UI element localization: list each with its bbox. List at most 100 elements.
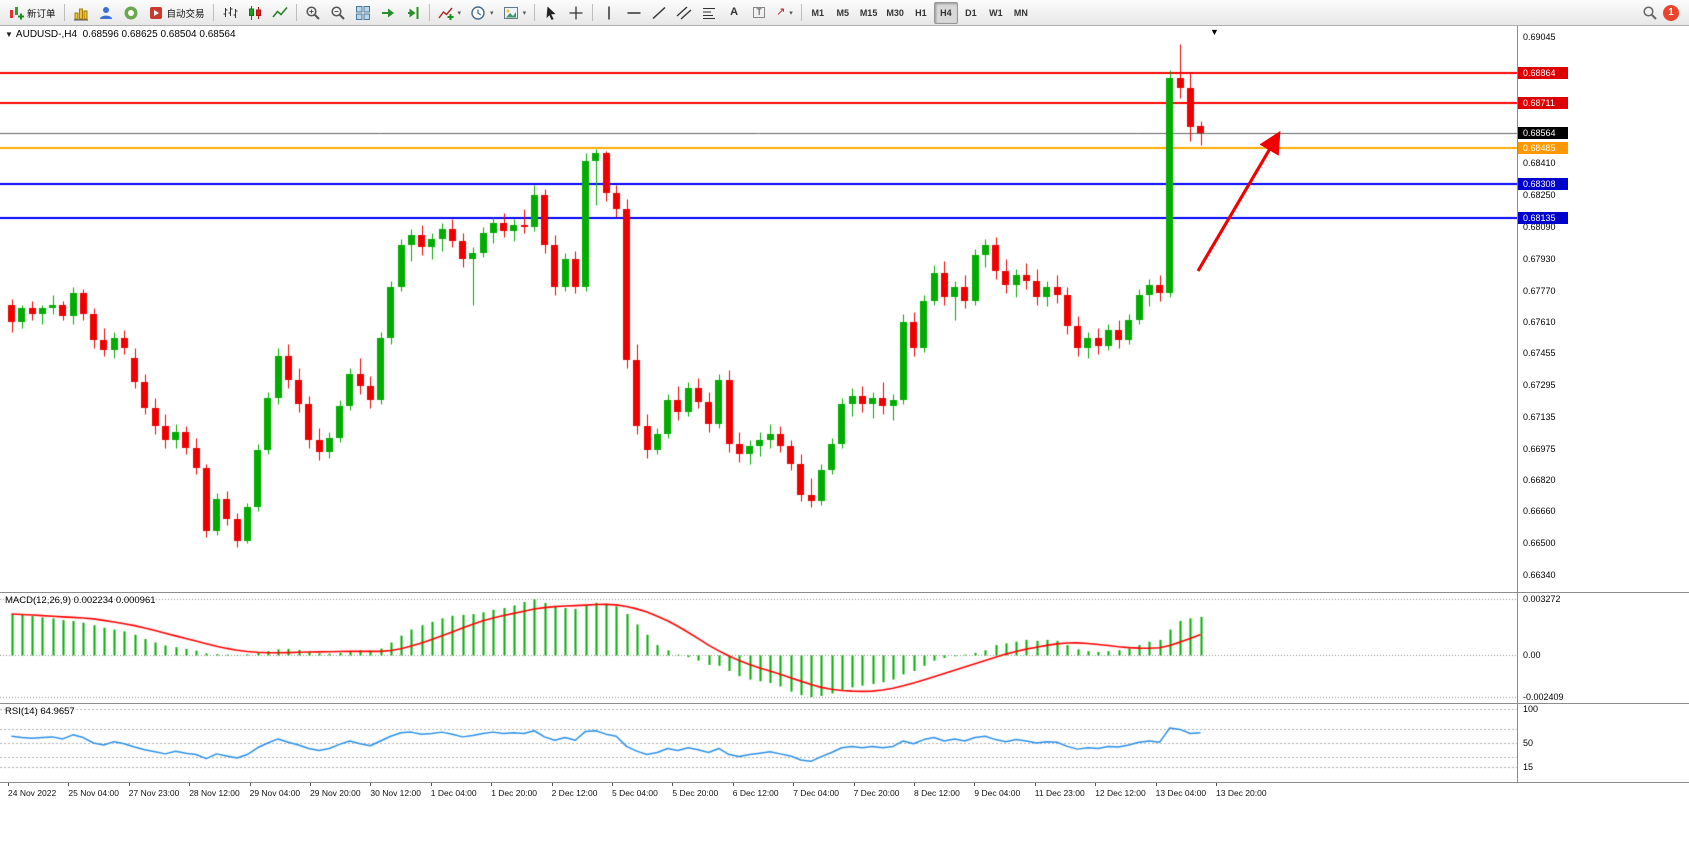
main-toolbar: 新订单 自动交易 (0, 0, 1689, 26)
periods-button[interactable]: ▾ (466, 2, 498, 24)
tile-windows-button[interactable] (351, 2, 375, 24)
time-axis-border (0, 782, 1689, 783)
price-axis-border (1517, 26, 1518, 783)
horizontal-line-icon (627, 11, 641, 14)
community-icon (124, 6, 138, 19)
price-tick: 0.68410 (1523, 158, 1556, 169)
chart-window: ▼ AUDUSD-,H4 0.68596 0.68625 0.68504 0.68… (0, 26, 1689, 864)
timeframe-m15-button[interactable]: M15 (856, 2, 882, 24)
panel-divider[interactable] (0, 703, 1689, 704)
profile-icon (99, 6, 112, 19)
zoom-out-icon (330, 5, 345, 20)
community-button[interactable] (119, 2, 143, 24)
price-tick: 0.66340 (1523, 570, 1556, 580)
price-tick: 0.67930 (1523, 253, 1556, 264)
time-label: 7 Dec 20:00 (853, 788, 900, 798)
text-label-button[interactable]: T (747, 2, 771, 24)
line-chart-button[interactable] (268, 2, 292, 24)
time-tick (793, 783, 795, 786)
time-tick (1034, 783, 1036, 786)
timeframe-h4-button[interactable]: H4 (933, 1, 958, 24)
trendline-button[interactable] (647, 2, 671, 24)
macd-tick: 0.003272 (1523, 594, 1561, 604)
horizontal-line-button[interactable] (622, 2, 646, 24)
templates-button[interactable]: ▾ (499, 2, 531, 24)
cursor-button[interactable] (539, 2, 563, 24)
price-tick: 0.67610 (1523, 317, 1556, 328)
timeframe-w1-button[interactable]: W1 (984, 2, 1008, 24)
toolbar-separator (295, 4, 297, 21)
bars-icon (223, 6, 238, 18)
toolbar-separator (800, 4, 802, 21)
text-button[interactable]: A (722, 2, 746, 24)
search-button[interactable] (1638, 2, 1662, 24)
crosshair-icon (569, 6, 583, 19)
charts-button[interactable] (69, 2, 93, 24)
zoom-out-button[interactable] (326, 2, 350, 24)
chart-shift-button[interactable] (401, 2, 425, 24)
rsi-panel[interactable] (0, 704, 1517, 782)
chart-shift-marker[interactable]: ▼ (1210, 27, 1219, 37)
timeframe-label: M5 (836, 7, 850, 18)
charts-icon (73, 8, 88, 20)
timeframe-m5-button[interactable]: M5 (831, 2, 855, 24)
tile-windows-icon (355, 5, 370, 20)
price-tick: 0.67770 (1523, 285, 1556, 296)
timeframe-h1-button[interactable]: H1 (909, 2, 933, 24)
timeframe-m1-button[interactable]: M1 (806, 2, 830, 24)
time-tick (672, 783, 674, 786)
time-label: 8 Dec 12:00 (914, 788, 960, 798)
time-label: 27 Nov 23:00 (128, 788, 180, 798)
time-label: 28 Nov 12:00 (189, 788, 240, 798)
time-axis[interactable]: 24 Nov 2022 25 Nov 04:00 27 Nov 23:00 28 No… (0, 783, 1517, 805)
price-tick: 0.66975 (1523, 443, 1556, 454)
fibonacci-button[interactable] (697, 2, 721, 24)
price-tick: 0.66820 (1523, 474, 1556, 485)
timeframe-mn-button[interactable]: MN (1009, 2, 1033, 24)
time-tick (249, 783, 251, 786)
time-label: 1 Dec 20:00 (491, 788, 538, 798)
macd-tick: -0.002409 (1523, 692, 1564, 702)
timeframe-m30-button[interactable]: M30 (882, 2, 908, 24)
notification-badge[interactable]: 1 (1663, 4, 1679, 21)
candlestick-chart[interactable] (0, 26, 1517, 592)
new-order-label: 新订单 (27, 8, 56, 20)
panel-divider[interactable] (0, 592, 1689, 593)
autotrade-button[interactable]: 自动交易 (144, 2, 209, 24)
indicators-button[interactable]: ▾ (434, 2, 466, 24)
text-icon: A (730, 6, 739, 18)
crosshair-button[interactable] (564, 2, 588, 24)
time-tick (491, 783, 493, 786)
profile-button[interactable] (94, 2, 118, 24)
auto-scroll-button[interactable] (376, 2, 400, 24)
new-order-button[interactable]: 新订单 (4, 2, 60, 24)
time-label: 2 Dec 12:00 (551, 788, 598, 798)
macd-panel[interactable] (0, 593, 1517, 703)
zoom-in-button[interactable] (301, 2, 325, 24)
time-label: 5 Dec 04:00 (612, 788, 658, 798)
time-tick (128, 783, 130, 786)
vertical-line-button[interactable] (597, 2, 621, 24)
time-tick (8, 783, 9, 786)
price-line-badge: 0.68711 (1518, 97, 1568, 110)
time-tick (974, 783, 976, 786)
templates-icon (503, 6, 518, 19)
timeframe-d1-button[interactable]: D1 (959, 2, 983, 24)
time-label: 12 Dec 12:00 (1095, 788, 1146, 798)
bar-chart-button[interactable] (218, 2, 242, 24)
candlestick-button[interactable] (243, 2, 267, 24)
arrows-button[interactable]: ↗ ▾ (772, 2, 797, 24)
time-tick (68, 783, 70, 786)
price-axis[interactable]: 0.69045 0.68410 0.68250 0.68090 0.67930 0.677… (1518, 26, 1688, 801)
price-tick: 0.66500 (1523, 538, 1556, 549)
trend-arrow-annotation[interactable] (1190, 126, 1290, 281)
rsi-label: RSI(14) 64.9657 (5, 706, 75, 717)
chart-menu-icon[interactable]: ▼ (5, 30, 13, 39)
cursor-icon (546, 6, 556, 20)
time-label: 13 Dec 20:00 (1216, 788, 1267, 798)
price-tick: 0.66660 (1523, 506, 1556, 517)
timeframe-label: H4 (940, 7, 952, 18)
timeframe-label: MN (1013, 7, 1028, 18)
channel-button[interactable] (672, 2, 696, 24)
